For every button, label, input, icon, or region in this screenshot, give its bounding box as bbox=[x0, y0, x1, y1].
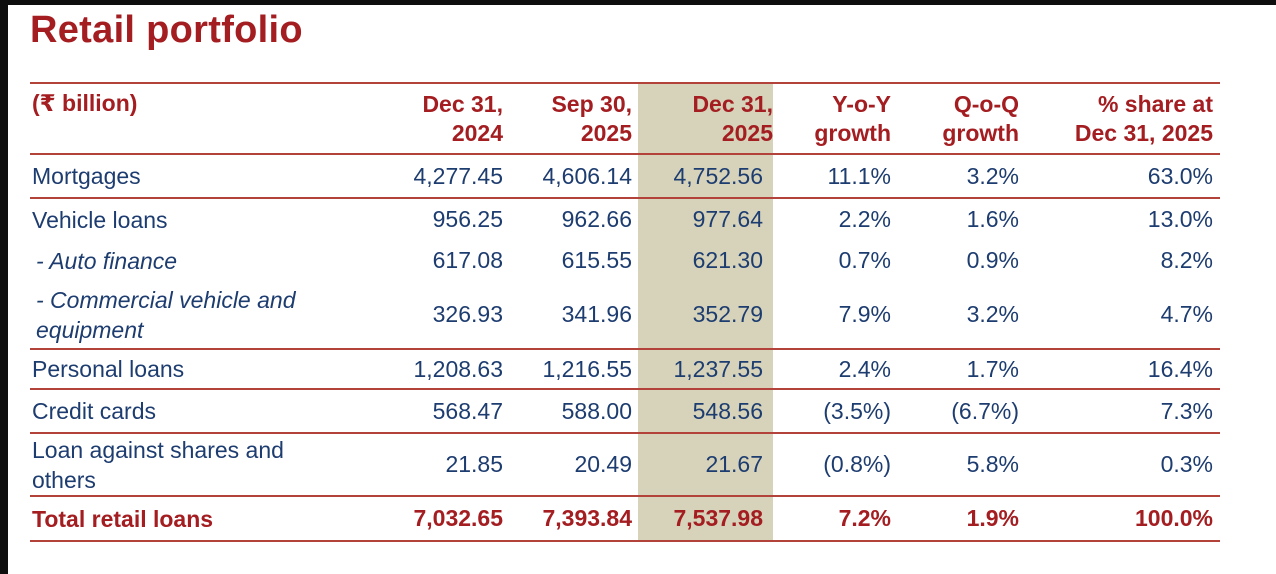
table-cell: 21.85 bbox=[445, 451, 503, 477]
table-cell: (6.7%) bbox=[951, 397, 1019, 424]
table-cell: 2.4% bbox=[838, 355, 891, 382]
slide: Retail portfolio (₹ billion) Dec 31, 202… bbox=[8, 5, 1276, 574]
row-label: Loan against shares and others bbox=[32, 436, 284, 493]
table-cell: 100.0% bbox=[1134, 505, 1213, 531]
table-cell: 11.1% bbox=[827, 162, 891, 189]
row-label: Vehicle loans bbox=[32, 206, 168, 233]
table-cell: 1,208.63 bbox=[413, 355, 503, 382]
table-cell: 7.3% bbox=[1160, 397, 1213, 424]
table-cell: (0.8%) bbox=[823, 451, 891, 477]
table-cell: 7,032.65 bbox=[413, 505, 503, 531]
table-cell: 326.93 bbox=[432, 301, 503, 327]
column-header-yoy-growth: Y-o-Y growth bbox=[814, 90, 891, 146]
table-row-loan-against-shares: Loan against shares and others 21.85 20.… bbox=[30, 433, 1220, 496]
table-cell: 1.7% bbox=[966, 355, 1019, 382]
table-cell: 7,393.84 bbox=[542, 505, 632, 531]
table-row-commercial-vehicle: - Commercial vehicle and equipment 326.9… bbox=[30, 281, 1220, 349]
row-label: - Commercial vehicle and equipment bbox=[36, 286, 296, 343]
table-row-auto-finance: - Auto finance 617.08 615.55 621.30 0.7%… bbox=[30, 240, 1220, 281]
table-cell: (3.5%) bbox=[823, 397, 891, 424]
table-cell: 1.6% bbox=[966, 206, 1019, 232]
table-cell: 0.7% bbox=[838, 247, 891, 273]
table-row-total-retail-loans: Total retail loans 7,032.65 7,393.84 7,5… bbox=[30, 496, 1220, 541]
retail-portfolio-table: (₹ billion) Dec 31, 2024 Sep 30, 2025 De… bbox=[30, 82, 1220, 542]
table-header-row: (₹ billion) Dec 31, 2024 Sep 30, 2025 De… bbox=[30, 83, 1220, 154]
table-row-vehicle-loans: Vehicle loans 956.25 962.66 977.64 2.2% … bbox=[30, 198, 1220, 240]
table-cell: 8.2% bbox=[1160, 247, 1213, 273]
table-cell: 1,216.55 bbox=[542, 355, 632, 382]
table-cell: 962.66 bbox=[561, 206, 632, 232]
table-cell: 588.00 bbox=[561, 397, 632, 424]
table-cell-highlighted: 7,537.98 bbox=[638, 496, 773, 541]
table-cell-highlighted: 621.30 bbox=[638, 240, 773, 281]
table-cell-highlighted: 1,237.55 bbox=[638, 349, 773, 389]
column-header-sep-2025: Sep 30, 2025 bbox=[551, 90, 632, 146]
column-header-dec-2024: Dec 31, 2024 bbox=[422, 90, 503, 146]
table-cell-highlighted: 977.64 bbox=[638, 198, 773, 240]
row-label: Total retail loans bbox=[32, 505, 214, 532]
table-cell: 341.96 bbox=[561, 301, 632, 327]
table-cell: 63.0% bbox=[1147, 162, 1213, 189]
table-cell: 13.0% bbox=[1147, 206, 1213, 232]
table-row-credit-cards: Credit cards 568.47 588.00 548.56 (3.5%)… bbox=[30, 389, 1220, 433]
table-cell: 3.2% bbox=[966, 301, 1019, 327]
table-row-personal-loans: Personal loans 1,208.63 1,216.55 1,237.5… bbox=[30, 349, 1220, 389]
row-label: Mortgages bbox=[32, 163, 141, 189]
column-header-pct-share: % share at Dec 31, 2025 bbox=[1074, 90, 1213, 146]
table-cell: 4,277.45 bbox=[413, 162, 503, 189]
table-cell: 617.08 bbox=[432, 247, 503, 273]
page-title: Retail portfolio bbox=[30, 9, 303, 51]
column-header-qoq-growth: Q-o-Q growth bbox=[942, 90, 1019, 146]
unit-header: (₹ billion) bbox=[32, 90, 138, 116]
row-label: Credit cards bbox=[32, 398, 156, 424]
table-cell: 956.25 bbox=[432, 206, 503, 232]
table-cell: 1.9% bbox=[966, 505, 1019, 531]
table-cell: 0.3% bbox=[1160, 451, 1213, 477]
table-cell-highlighted: 21.67 bbox=[638, 433, 773, 496]
table-cell: 568.47 bbox=[432, 397, 503, 424]
table-cell: 4,606.14 bbox=[542, 162, 632, 189]
table-cell: 3.2% bbox=[966, 162, 1019, 189]
table-cell: 2.2% bbox=[838, 206, 891, 232]
table-cell: 4.7% bbox=[1160, 301, 1213, 327]
row-label: - Auto finance bbox=[36, 247, 178, 274]
table-cell-highlighted: 4,752.56 bbox=[638, 154, 773, 198]
table-row-mortgages: Mortgages 4,277.45 4,606.14 4,752.56 11.… bbox=[30, 154, 1220, 198]
table-cell-highlighted: 548.56 bbox=[638, 389, 773, 433]
row-label: Personal loans bbox=[32, 356, 185, 382]
table-cell: 5.8% bbox=[966, 451, 1019, 477]
table-cell-highlighted: 352.79 bbox=[638, 281, 773, 349]
table-cell: 615.55 bbox=[561, 247, 632, 273]
table-cell: 20.49 bbox=[574, 451, 632, 477]
column-header-dec-2025-highlighted: Dec 31, 2025 bbox=[638, 83, 773, 154]
table-cell: 7.9% bbox=[838, 301, 891, 327]
table-cell: 0.9% bbox=[966, 247, 1019, 273]
table-cell: 7.2% bbox=[838, 505, 891, 531]
table-cell: 16.4% bbox=[1147, 355, 1213, 382]
